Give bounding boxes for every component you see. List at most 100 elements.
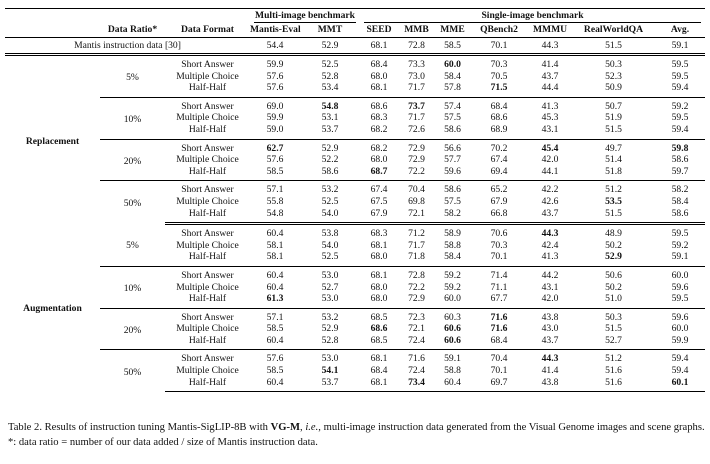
table-cell: 73.3 <box>408 59 425 70</box>
table-cell: 53.0 <box>300 265 360 282</box>
table-cell: 68.0 <box>370 154 388 166</box>
table-cell: 60.4 <box>266 281 284 293</box>
table-cell: 67.4 <box>490 154 508 166</box>
table-cell: 59.6 <box>671 281 689 293</box>
table-cell: 50.6 <box>572 265 655 282</box>
table-cell: 54.0 <box>300 207 360 226</box>
table-cell: 68.6 <box>360 96 398 113</box>
table-cell: 72.6 <box>408 123 425 135</box>
ratio-label: 20% <box>100 307 165 350</box>
table-cell: 41.3 <box>528 96 572 113</box>
table-cell: 59.9 <box>671 334 689 346</box>
table-cell: 50.9 <box>605 82 622 94</box>
table-body: Multi-image benchmark Single-image benchm… <box>5 8 706 393</box>
table-cell: 44.2 <box>528 265 572 282</box>
table-cell: 59.2 <box>435 265 470 282</box>
row-label: Mantis instruction data [30] <box>5 37 250 56</box>
table-cell: 49.7 <box>572 138 655 155</box>
table-cell: 73.7 <box>398 96 435 113</box>
column-header: MMMU <box>528 23 572 38</box>
table-cell: 57.6 <box>266 70 284 82</box>
table-cell: 54.8 <box>300 96 360 113</box>
table-cell: 60.4 <box>266 228 284 240</box>
table-cell: 70.2 <box>470 138 528 155</box>
table-cell: 73.4 <box>398 376 435 393</box>
table-cell: 72.2 <box>408 281 425 293</box>
table-cell: 71.7 <box>408 112 425 124</box>
table-row: Multiple Choice 60.4 52.7 68.0 72.2 59.2 71.1 4… <box>5 282 705 294</box>
table-cell: 43.7 <box>541 70 559 82</box>
column-header: Data Ratio* <box>100 23 165 38</box>
table-cell: 58.6 <box>444 123 461 135</box>
table-cell: 59.2 <box>444 281 461 293</box>
empty-cell <box>100 8 165 23</box>
table-cell: 60.0 <box>671 323 689 335</box>
table-cell: 59.5 <box>671 293 689 305</box>
table-cell: 68.5 <box>370 334 388 346</box>
table-cell: 42.6 <box>541 195 559 207</box>
table-cell: 72.3 <box>398 307 435 324</box>
table-cell: 67.5 <box>370 195 388 207</box>
table-cell: 58.5 <box>266 165 284 177</box>
table-cell: 50.7 <box>572 96 655 113</box>
group-label: Augmentation <box>23 303 82 315</box>
header-row: Multi-image benchmark Single-image benchm… <box>5 8 706 23</box>
table-cell: 72.1 <box>398 207 435 226</box>
table-cell: 67.4 <box>360 180 398 196</box>
table-cell: 59.2 <box>671 239 689 251</box>
column-header: SEED <box>360 23 398 38</box>
table-row: Multiple Choice 58.5 54.1 68.4 72.4 58.8 70.1 4… <box>5 365 705 377</box>
table-cell: 59.6 <box>444 165 461 177</box>
table-cell: 68.4 <box>470 96 528 113</box>
table-row: Half-Half 60.4 52.8 68.5 72.4 60.6 68.4 43.7 52.… <box>5 335 705 350</box>
table-cell: 53.7 <box>300 376 360 393</box>
ratio-label: 5% <box>126 240 139 252</box>
table-cell: 70.1 <box>490 251 508 263</box>
table-cell: 60.4 <box>250 376 300 393</box>
table-cell: 59.9 <box>266 112 284 124</box>
table-cell: 57.7 <box>444 154 461 166</box>
format-label: Multiple Choice <box>176 239 239 251</box>
table-cell: 60.6 <box>444 323 461 335</box>
table-cell: 50.3 <box>605 59 622 70</box>
group-header: Multi-image benchmark <box>250 8 360 23</box>
table-cell: 53.5 <box>605 195 622 207</box>
table-row: Half-Half 60.4 53.7 68.1 73.4 60.4 69.7 43.8 51.… <box>5 376 706 393</box>
table-row: Replacement 5% Short Answer 59.9 52.5 68.4 73.… <box>5 55 705 147</box>
table-cell: 59.1 <box>671 251 689 263</box>
table-cell: 68.4 <box>370 365 388 377</box>
results-table: Multi-image benchmark Single-image benchm… <box>5 8 706 393</box>
table-cell: 68.3 <box>370 228 388 240</box>
table-cell: 57.5 <box>444 112 461 124</box>
caption-text: , multi-image instruction data generated… <box>8 422 705 448</box>
table-cell: 59.5 <box>671 70 689 82</box>
table-cell: 71.1 <box>490 281 508 293</box>
table-cell: 72.9 <box>408 154 425 166</box>
table-cell: 60.6 <box>444 334 461 346</box>
table-cell: 57.8 <box>444 82 461 94</box>
empty-cell <box>5 23 100 38</box>
table-cell: 51.2 <box>572 349 655 366</box>
table-cell: 67.9 <box>490 195 508 207</box>
format-label: Half-Half <box>165 207 250 226</box>
table-row: 10% Short Answer 60.4 53.0 68.1 72.8 59.2 71.4 4… <box>5 265 706 309</box>
table-cell: 68.0 <box>370 293 388 305</box>
column-header: MME <box>435 23 470 38</box>
column-header: QBench2 <box>470 23 528 38</box>
format-label: Short Answer <box>165 180 250 196</box>
table-cell: 58.8 <box>444 365 461 377</box>
format-label: Multiple Choice <box>176 154 239 166</box>
ratio-label: 20% <box>100 138 165 181</box>
table-cell: 43.1 <box>541 281 559 293</box>
table-cell: 51.2 <box>572 180 655 196</box>
table-cell: 51.4 <box>605 154 622 166</box>
table-cell: 53.1 <box>321 112 339 124</box>
table-cell: 57.1 <box>250 307 300 324</box>
table-row: Half-Half 58.1 52.5 68.0 71.8 58.4 70.1 41.3 52.… <box>5 251 705 266</box>
table-cell: 71.6 <box>470 307 528 324</box>
table-cell: 72.4 <box>408 334 425 346</box>
caption-text: , <box>300 422 306 433</box>
table-cell: 42.4 <box>541 239 559 251</box>
table-cell: 68.0 <box>370 281 388 293</box>
group-header: Single-image benchmark <box>360 8 706 23</box>
